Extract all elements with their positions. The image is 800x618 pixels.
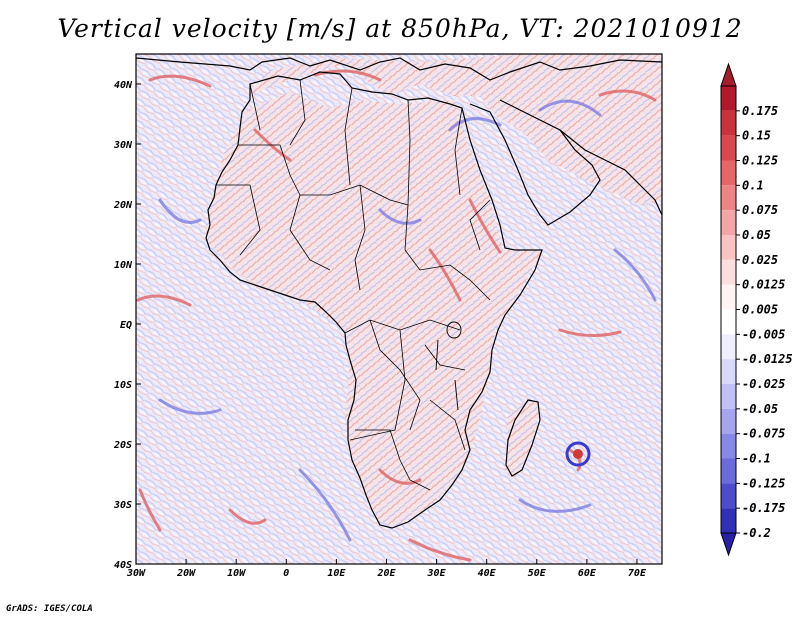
colorbar-swatch (721, 284, 736, 310)
colorbar-swatch (721, 384, 736, 409)
land-texture (205, 54, 662, 528)
y-tick-label: 30N (113, 140, 133, 151)
africa-coastline (205, 71, 543, 529)
colorbar-label: 0.075 (742, 203, 778, 217)
colorbar-label: -0.1 (742, 452, 771, 466)
lakes (435, 321, 462, 411)
colorbar-label: 0.175 (742, 104, 778, 118)
plot-frame (135, 53, 663, 565)
x-tick-label: 50E (528, 568, 547, 579)
x-tick-label: 30E (427, 568, 447, 579)
x-tick-label: 20W (176, 568, 196, 579)
colorbar-swatch (721, 210, 736, 235)
colorbar-swatch (721, 359, 736, 384)
colorbar-label: -0.0125 (742, 352, 793, 366)
x-tick-label: 30W (126, 568, 146, 579)
colorbar-label: -0.005 (742, 327, 785, 341)
x-tick-label: 40E (478, 568, 497, 579)
colorbar-swatch (721, 458, 736, 484)
coastlines (136, 57, 662, 529)
y-tick-label: 20S (113, 440, 132, 451)
map-title: Vertical velocity [m/s] at 850hPa, VT: 2… (57, 14, 743, 43)
arabia-coastline (469, 99, 601, 226)
y-tick-label: 40N (114, 80, 133, 91)
credit-label: GrADS: IGES/COLA (6, 604, 93, 614)
colorbar-bottom-arrow (720, 532, 737, 557)
y-tick-label: 10N (114, 260, 133, 271)
colorbar-label: -0.025 (742, 377, 785, 391)
country-borders (216, 79, 491, 491)
colorbar-swatch (721, 309, 736, 335)
x-tick-label: 60E (578, 568, 597, 579)
colorbar-label: 0.1 (742, 178, 764, 192)
colorbar-label: 0.05 (742, 228, 771, 242)
colorbar-label: -0.125 (742, 476, 785, 490)
colorbar-swatch (721, 160, 736, 186)
x-tick-label: 20E (376, 568, 396, 579)
plot-area (136, 54, 662, 564)
colorbar-swatch (721, 185, 736, 211)
colorbar-label: 0.125 (742, 154, 778, 168)
y-tick-label: 10S (114, 380, 132, 391)
y-tick-label: 40S (114, 560, 132, 571)
colorbar: 0.175 0.15 0.125 0.1 0.075 0.05 0.025 0.0125 0.0… (720, 62, 793, 557)
europe-coastline (136, 57, 662, 81)
colorbar-label: 0.15 (742, 129, 771, 143)
downward-motion-streaks (158, 99, 657, 542)
y-tick-label: 20N (113, 200, 133, 211)
colorbar-swatch (721, 86, 736, 111)
persian-gulf-coastline (559, 129, 662, 216)
colorbar-label: -0.05 (742, 402, 778, 416)
colorbar-label: -0.2 (742, 526, 771, 540)
colorbar-label: -0.175 (742, 501, 785, 515)
colorbar-top-arrow (720, 62, 737, 87)
x-tick-label: 70E (628, 568, 647, 579)
x-tick-label: 10W (227, 568, 246, 579)
colorbar-swatch (721, 259, 736, 285)
upward-motion-streaks (136, 69, 657, 562)
y-tick-label: EQ (120, 320, 132, 331)
y-tick-label: 30S (113, 500, 132, 511)
colorbar-swatch (721, 433, 736, 459)
colorbar-swatch (721, 408, 736, 434)
colorbar-label: 0.005 (742, 303, 778, 317)
x-tick-label: 0 (283, 568, 289, 579)
x-tick-label: 10E (327, 568, 346, 579)
colorbar-label: -0.075 (742, 427, 785, 441)
x-axis: 30W 20W 10W 0 10E 20E 30E 40E 50E 60E 70E (126, 559, 647, 579)
colorbar-swatch (721, 110, 736, 136)
colorbar-label: 0.025 (742, 253, 778, 267)
colorbar-swatch (721, 135, 736, 161)
colorbar-label: 0.0125 (742, 278, 785, 292)
colorbar-frame (720, 85, 737, 534)
cyclone-feature (565, 441, 591, 467)
colorbar-swatch (721, 334, 736, 360)
colorbar-swatch (721, 235, 736, 260)
colorbar-swatch (721, 508, 736, 533)
y-axis: 40N 30N 20N 10N EQ 10S 20S 30S 40S (113, 80, 141, 571)
madagascar-coastline (505, 399, 541, 477)
colorbar-swatch (721, 483, 736, 509)
